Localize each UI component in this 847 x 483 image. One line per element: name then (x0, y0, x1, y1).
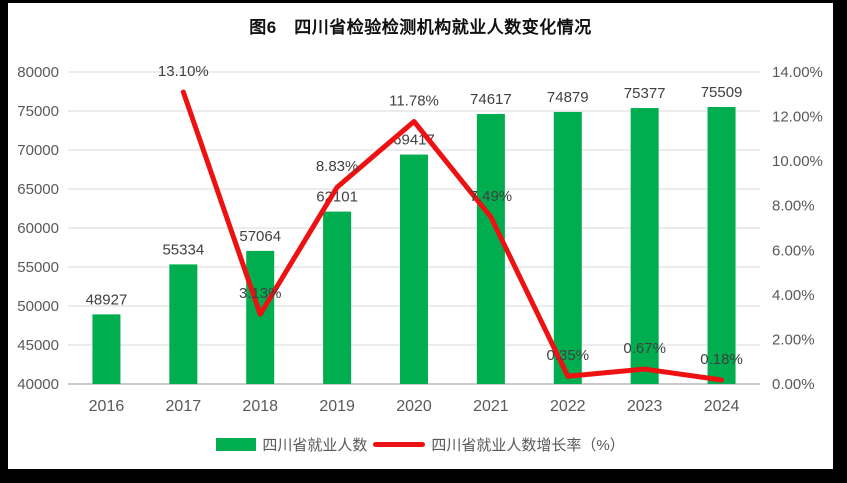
growth-rate-data-label: 11.78% (389, 92, 439, 109)
left-axis-tick-label: 50000 (17, 298, 59, 315)
bar-series-swatch-icon (216, 438, 257, 451)
right-axis-tick-label: 8.00% (772, 198, 815, 215)
growth-rate-data-label: 8.83% (316, 158, 359, 175)
right-axis-tick-label: 4.00% (772, 287, 815, 304)
left-axis-tick-label: 55000 (17, 259, 59, 276)
legend-item-growth-rate: 四川省就业人数增长率（%） (373, 434, 625, 455)
growth-rate-data-label: 13.10% (158, 63, 209, 80)
bar-data-label: 75509 (701, 84, 743, 101)
x-axis-tick-label: 2024 (704, 398, 740, 415)
right-axis-tick-label: 12.00% (772, 109, 823, 126)
legend-item-employment: 四川省就业人数 (216, 434, 367, 455)
x-axis-tick-label: 2016 (89, 398, 125, 415)
left-axis-tick-label: 40000 (17, 376, 59, 393)
growth-rate-data-label: 3.13% (239, 285, 282, 302)
left-axis-tick-label: 75000 (17, 103, 59, 120)
right-axis-tick-label: 0.00% (772, 376, 815, 393)
left-axis-tick-label: 60000 (17, 220, 59, 237)
right-axis-tick-label: 6.00% (772, 242, 815, 259)
bar-2022 (553, 111, 582, 385)
x-axis-tick-label: 2020 (396, 398, 432, 415)
x-axis-tick-label: 2018 (242, 398, 278, 415)
chart-legend: 四川省就业人数 四川省就业人数增长率（%） (8, 434, 833, 455)
x-axis-tick-label: 2022 (550, 398, 586, 415)
line-series-swatch-icon (373, 442, 426, 447)
bar-2019 (323, 211, 352, 384)
left-axis-tick-label: 70000 (17, 142, 59, 159)
growth-rate-data-label: 0.67% (623, 340, 666, 357)
x-axis-tick-label: 2019 (319, 398, 355, 415)
legend-label-employment: 四川省就业人数 (262, 437, 368, 454)
left-axis-tick-label: 65000 (17, 181, 59, 198)
bar-2016 (92, 314, 121, 384)
chart-title: 图6 四川省检验检测机构就业人数变化情况 (249, 18, 592, 37)
bar-data-label: 74617 (470, 91, 512, 108)
chart-canvas: 40000 45000 50000 55000 60000 65000 70000 75000… (8, 3, 833, 469)
bar-2018 (246, 250, 275, 384)
bar-data-label: 75377 (624, 85, 666, 102)
bar-data-label: 48927 (86, 291, 128, 308)
right-axis-tick-label: 2.00% (772, 331, 815, 348)
bar-2021 (476, 113, 505, 384)
growth-rate-data-label: 0.18% (700, 351, 743, 368)
left-axis-tick-label: 45000 (17, 337, 59, 354)
bar-data-label: 55334 (162, 241, 204, 258)
x-axis-tick-label: 2017 (166, 398, 202, 415)
bar-data-label: 74879 (547, 89, 589, 106)
right-axis-tick-label: 14.00% (772, 64, 823, 81)
right-axis-tick-label: 10.00% (772, 153, 823, 170)
bar-2020 (400, 154, 428, 384)
chart-svg: 40000 45000 50000 55000 60000 65000 70000 75000… (17, 63, 823, 415)
x-axis-tick-label: 2023 (627, 398, 663, 415)
growth-rate-data-label: 0.35% (547, 347, 590, 364)
left-axis-tick-label: 80000 (17, 64, 59, 81)
bar-2024 (707, 107, 736, 385)
legend-label-growth-rate: 四川省就业人数增长率（%） (431, 437, 625, 454)
growth-rate-line (180, 89, 725, 383)
bar-2023 (630, 108, 659, 385)
bar-data-label: 57064 (239, 228, 281, 245)
bar-2017 (169, 264, 198, 384)
x-axis-tick-label: 2021 (473, 398, 509, 415)
growth-rate-data-label: 7.49% (470, 188, 513, 205)
